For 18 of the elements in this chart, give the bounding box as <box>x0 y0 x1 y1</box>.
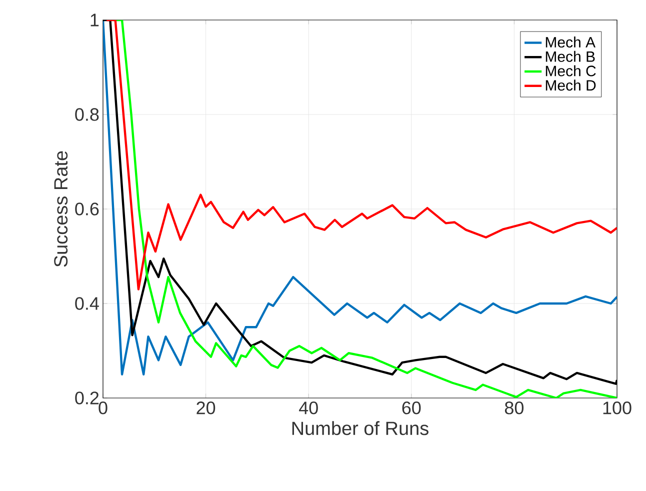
y-tick-label: 0.8 <box>75 108 99 121</box>
x-tick-label: 80 <box>504 402 524 414</box>
y-tick-label: 0.4 <box>75 297 99 310</box>
x-tick-label: 0 <box>98 402 108 414</box>
y-tick-label: 0.2 <box>75 392 99 404</box>
x-tick-label: 100 <box>603 402 632 414</box>
legend-label: Mech A <box>546 36 596 48</box>
y-tick-label: 0.6 <box>75 202 99 216</box>
legend-label: Mech C <box>546 65 596 76</box>
legend-label: Mech D <box>546 80 596 91</box>
x-tick-label: 40 <box>299 402 318 414</box>
x-axis-title: Number of Runs <box>292 421 428 436</box>
line-series <box>106 20 618 290</box>
x-tick-label: 20 <box>196 402 216 414</box>
y-axis-title: Success Rate <box>54 151 68 267</box>
y-tick-label: 1 <box>90 14 99 26</box>
legend-label: Mech B <box>546 50 595 62</box>
x-tick-label: 60 <box>402 402 421 414</box>
